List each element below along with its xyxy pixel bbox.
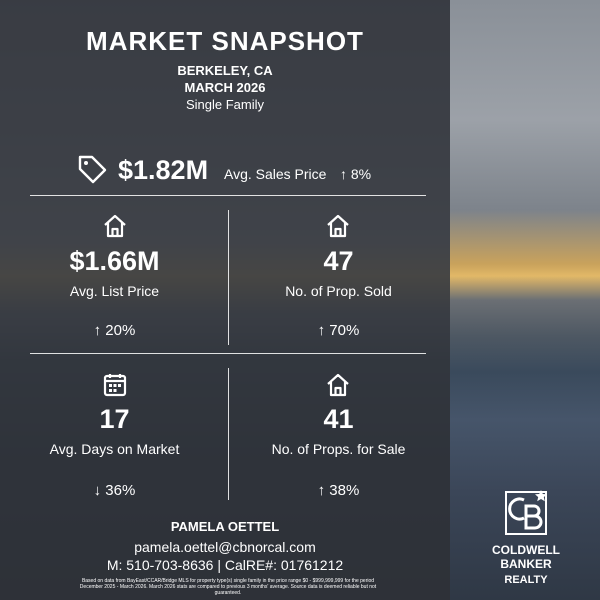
stat-change: ↑ 70% <box>317 322 360 339</box>
agent-contact: M: 510-703-8636 | CalRE#: 01761212 <box>106 557 344 573</box>
info-panel: MARKET SNAPSHOT BERKELEY, CA MARCH 2026 … <box>0 0 450 600</box>
headline-change: ↑ 8% <box>340 166 372 182</box>
period: MARCH 2026 <box>184 80 266 95</box>
logo-line: BANKER <box>500 557 552 571</box>
location: BERKELEY, CA <box>177 63 273 78</box>
title: MARKET SNAPSHOT <box>86 26 364 56</box>
logo-text: COLDWELL BANKER REALTY <box>466 543 586 587</box>
background-photo <box>450 0 600 600</box>
stat-change: ↓ 36% <box>93 482 136 499</box>
headline-label: Avg. Sales Price <box>224 166 327 182</box>
stat-label: Avg. Days on Market <box>49 441 180 457</box>
house-icon <box>104 214 126 238</box>
logo-line: REALTY <box>504 574 548 586</box>
stat-value: 41 <box>323 404 354 434</box>
agent-name: PAMELA OETTEL <box>170 519 280 534</box>
disclaimer: Based on data from BayEast/CCAR/Bridge M… <box>79 578 377 596</box>
house-icon <box>327 373 349 397</box>
stat-value: 47 <box>323 246 354 276</box>
divider <box>228 210 229 345</box>
logo-line: COLDWELL <box>492 543 560 557</box>
stat-value: $1.66M <box>69 246 160 276</box>
stat-change: ↑ 20% <box>93 322 136 339</box>
logo-mark <box>505 490 547 535</box>
calendar-icon <box>103 374 127 397</box>
stat-change: ↑ 38% <box>317 482 360 499</box>
headline-value: $1.82M <box>118 155 209 185</box>
divider <box>30 353 426 354</box>
tag-icon <box>78 155 107 184</box>
stat-label: Avg. List Price <box>69 283 160 299</box>
stat-label: No. of Prop. Sold <box>285 283 392 299</box>
stat-label: No. of Props. for Sale <box>271 441 406 457</box>
stat-value: 17 <box>99 404 130 434</box>
agent-email: pamela.oettel@cbnorcal.com <box>134 539 316 555</box>
divider <box>30 195 426 196</box>
property-type: Single Family <box>185 97 265 112</box>
house-icon <box>327 214 349 238</box>
divider <box>228 368 229 500</box>
